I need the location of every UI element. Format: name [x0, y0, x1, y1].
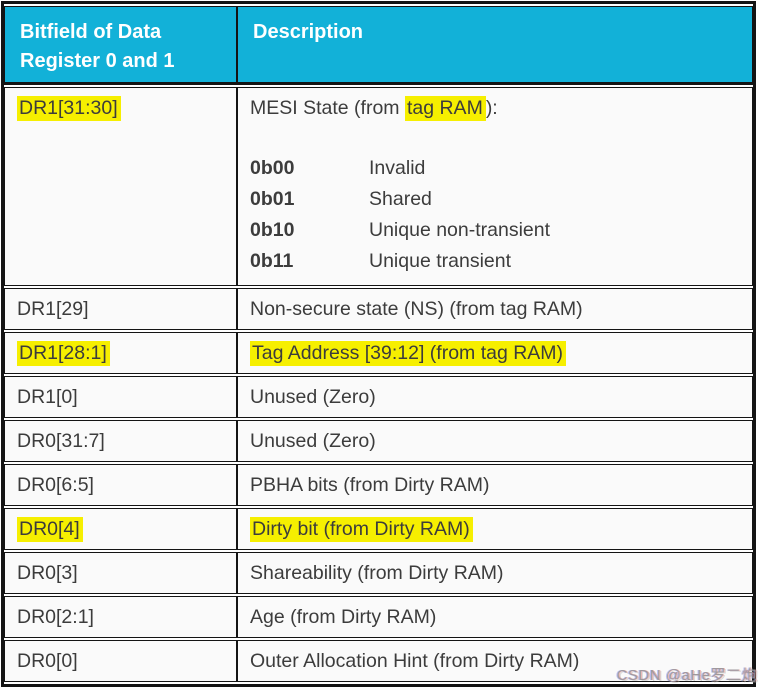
mesi-state-meaning: Unique non-transient: [369, 219, 551, 241]
bitfield-value: DR0[2:1]: [17, 606, 94, 628]
description-cell: Unused (Zero): [237, 420, 753, 462]
mesi-state-row: 0b00 Invalid: [250, 153, 744, 184]
mesi-state-code: 0b01: [250, 188, 295, 210]
description-value-highlighted: Tag Address [39:12] (from tag RAM): [250, 341, 567, 366]
bitfield-value-highlighted: DR1[31:30]: [17, 96, 121, 121]
bitfield-cell: DR0[31:7]: [4, 420, 237, 462]
mesi-state-meaning: Shared: [369, 188, 432, 210]
bitfield-cell: DR0[3]: [4, 552, 237, 594]
bitfield-value-highlighted: DR1[28:1]: [17, 341, 110, 366]
mesi-state-meaning: Invalid: [369, 157, 426, 179]
bitfield-value-highlighted: DR0[4]: [17, 517, 83, 542]
mesi-description-line: MESI State (from tag RAM):: [250, 96, 744, 121]
bitfield-cell: DR0[2:1]: [4, 596, 237, 638]
mesi-desc-suffix: ):: [485, 97, 498, 119]
description-cell: Shareability (from Dirty RAM): [237, 552, 753, 594]
bitfield-cell: DR0[6:5]: [4, 464, 237, 506]
table-header-row: Bitfield of Data Register 0 and 1 Descri…: [4, 6, 753, 85]
bitfield-description-table: Bitfield of Data Register 0 and 1 Descri…: [1, 1, 756, 687]
description-value: Shareability (from Dirty RAM): [250, 562, 504, 584]
mesi-state-code: 0b11: [250, 250, 294, 272]
header-cell-bitfield: Bitfield of Data Register 0 and 1: [4, 6, 237, 85]
description-cell: Tag Address [39:12] (from tag RAM): [237, 332, 753, 374]
description-value: Outer Allocation Hint (from Dirty RAM): [250, 650, 580, 672]
bitfield-value: DR1[0]: [17, 386, 78, 408]
bitfield-cell: DR1[29]: [4, 288, 237, 330]
description-value: Age (from Dirty RAM): [250, 606, 437, 628]
description-cell: PBHA bits (from Dirty RAM): [237, 464, 753, 506]
table-row: DR0[2:1] Age (from Dirty RAM): [4, 596, 753, 638]
bitfield-cell: DR1[31:30]: [4, 87, 237, 286]
bitfield-value: DR0[31:7]: [17, 430, 105, 452]
mesi-desc-prefix: MESI State (from: [250, 97, 405, 119]
table-row: DR1[0] Unused (Zero): [4, 376, 753, 418]
table-row: DR0[0] Outer Allocation Hint (from Dirty…: [4, 640, 753, 682]
description-cell: Age (from Dirty RAM): [237, 596, 753, 638]
mesi-state-row: 0b01 Shared: [250, 184, 744, 215]
mesi-state-row: 0b11 Unique transient: [250, 246, 744, 277]
mesi-state-meaning: Unique transient: [369, 250, 512, 272]
bitfield-cell: DR0[0]: [4, 640, 237, 682]
description-value: Unused (Zero): [250, 430, 376, 452]
bitfield-cell: DR1[0]: [4, 376, 237, 418]
description-value: PBHA bits (from Dirty RAM): [250, 474, 490, 496]
watermark: CSDN @aHe罗二炮: [616, 667, 757, 684]
table-row: DR0[3] Shareability (from Dirty RAM): [4, 552, 753, 594]
description-cell: Non-secure state (NS) (from tag RAM): [237, 288, 753, 330]
bitfield-value: DR0[3]: [17, 562, 78, 584]
header-cell-description: Description: [237, 6, 753, 85]
table-row: DR0[4] Dirty bit (from Dirty RAM): [4, 508, 753, 550]
table-row: DR1[29] Non-secure state (NS) (from tag …: [4, 288, 753, 330]
mesi-state-row: 0b10 Unique non-transient: [250, 215, 744, 246]
description-cell: MESI State (from tag RAM): 0b00 Invalid …: [237, 87, 753, 286]
bitfield-cell: DR0[4]: [4, 508, 237, 550]
table-row-mesi: DR1[31:30] MESI State (from tag RAM): 0b…: [4, 87, 753, 286]
spacer: [250, 120, 744, 153]
description-value-highlighted: Dirty bit (from Dirty RAM): [250, 517, 473, 542]
bitfield-value: DR0[0]: [17, 650, 78, 672]
description-cell: Unused (Zero): [237, 376, 753, 418]
mesi-state-code: 0b00: [250, 157, 295, 179]
bitfield-value: DR1[29]: [17, 298, 89, 320]
description-value: Non-secure state (NS) (from tag RAM): [250, 298, 583, 320]
bitfield-value: DR0[6:5]: [17, 474, 94, 496]
mesi-desc-highlight: tag RAM: [404, 96, 486, 121]
description-value: Unused (Zero): [250, 386, 376, 408]
table-row: DR0[31:7] Unused (Zero): [4, 420, 753, 462]
table-row: DR0[6:5] PBHA bits (from Dirty RAM): [4, 464, 753, 506]
bitfield-cell: DR1[28:1]: [4, 332, 237, 374]
description-cell: Outer Allocation Hint (from Dirty RAM): [237, 640, 753, 682]
description-cell: Dirty bit (from Dirty RAM): [237, 508, 753, 550]
mesi-state-code: 0b10: [250, 219, 295, 241]
table-row: DR1[28:1] Tag Address [39:12] (from tag …: [4, 332, 753, 374]
